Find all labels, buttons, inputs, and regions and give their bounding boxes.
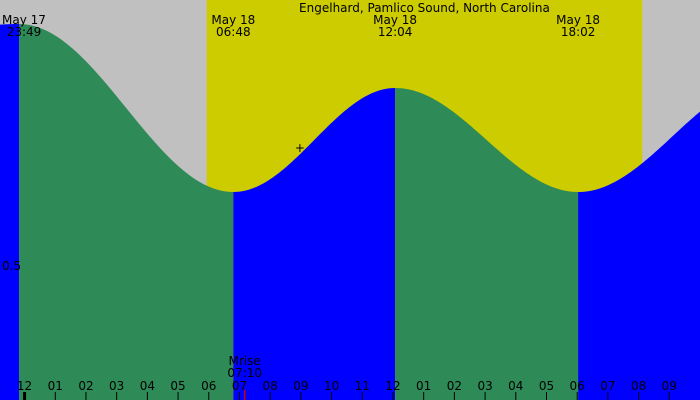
- rising-tide-area: [233, 88, 396, 400]
- x-tick-label: 01: [416, 379, 431, 393]
- falling-tide-area: [395, 88, 579, 400]
- x-tick-label: 04: [508, 379, 523, 393]
- x-tick-label: 11: [355, 379, 370, 393]
- x-tick-label: 11: [0, 379, 2, 393]
- x-tick-label: 10: [324, 379, 339, 393]
- extreme-time-label: 18:02: [561, 25, 596, 39]
- x-tick-label: 12: [385, 379, 400, 393]
- rising-tide-area: [578, 111, 700, 400]
- x-tick-label: 02: [78, 379, 93, 393]
- moonrise-label: Mrise: [229, 354, 261, 368]
- x-tick-label: 08: [263, 379, 278, 393]
- extreme-time-label: 12:04: [378, 25, 413, 39]
- extreme-time-label: 23:49: [7, 25, 42, 39]
- x-tick-label: 03: [477, 379, 492, 393]
- extreme-time-label: 06:48: [216, 25, 251, 39]
- extreme-date-label: May 18: [556, 13, 600, 27]
- x-tick-label: 09: [662, 379, 677, 393]
- x-tick-label: 08: [631, 379, 646, 393]
- extreme-date-label: May 18: [373, 13, 417, 27]
- x-tick-label: 04: [140, 379, 155, 393]
- x-tick-label: 02: [447, 379, 462, 393]
- x-tick-label: 05: [539, 379, 554, 393]
- chart-title: Engelhard, Pamlico Sound, North Carolina: [299, 1, 550, 15]
- x-tick-label: 07: [600, 379, 615, 393]
- x-tick-label: 12: [17, 379, 32, 393]
- x-tick-label: 06: [201, 379, 216, 393]
- extreme-date-label: May 17: [2, 13, 46, 27]
- level-label: 0.5: [2, 259, 21, 273]
- x-tick-label: 03: [109, 379, 124, 393]
- falling-tide-area: [19, 24, 234, 400]
- midnight-marker: [23, 392, 27, 400]
- x-axis: 11 12 01 02 03 04 05 06 07 08 09 10 11 12 01 02 03 04 05 06…: [0, 379, 677, 400]
- tide-area-group: [0, 24, 700, 400]
- x-tick-label: 05: [170, 379, 185, 393]
- x-tick-label: 07: [232, 379, 247, 393]
- x-tick-label: 01: [48, 379, 63, 393]
- x-tick-label: 09: [293, 379, 308, 393]
- x-tick-label: 06: [570, 379, 585, 393]
- plus-marker-icon: +: [295, 141, 305, 155]
- extreme-date-label: May 18: [211, 13, 255, 27]
- rising-tide-area: [0, 24, 20, 400]
- moonrise-time: 07:10: [227, 366, 262, 380]
